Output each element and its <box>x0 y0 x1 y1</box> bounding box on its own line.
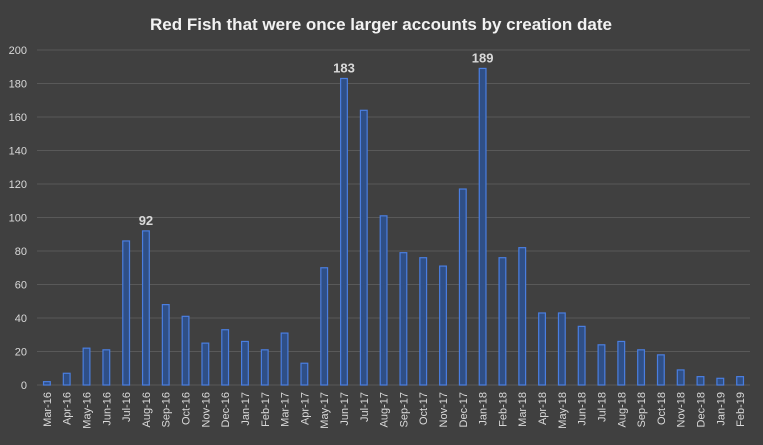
bar-Nov-18 <box>676 369 685 386</box>
chart-title: Red Fish that were once larger accounts … <box>150 15 612 34</box>
bar-Mar-16 <box>42 381 51 386</box>
x-tick-label: May-18 <box>557 392 569 429</box>
x-tick-label: Oct-18 <box>656 392 668 425</box>
bar-Oct-18 <box>656 354 665 386</box>
bar-May-16 <box>82 347 91 386</box>
x-tick-label: Feb-18 <box>497 392 509 427</box>
x-tick-label: Apr-16 <box>62 392 74 425</box>
bar-Mar-18 <box>518 247 527 386</box>
x-tick-label: Jun-16 <box>101 392 113 426</box>
bar-Feb-17 <box>260 349 269 386</box>
bars <box>42 67 745 386</box>
y-tick-label: 80 <box>15 246 27 258</box>
bar-May-18 <box>557 312 566 386</box>
data-label-Jun-17: 183 <box>333 60 355 75</box>
x-tick-label: Feb-19 <box>735 392 747 427</box>
x-axis-ticks: Mar-16 Apr-16 May-16 Jun-16 Jul-16 Aug-16 Sep-… <box>42 392 747 429</box>
bar-Aug-17 <box>379 215 388 386</box>
x-tick-label: Jul-18 <box>596 392 608 422</box>
x-tick-label: Aug-16 <box>141 392 153 427</box>
data-annotations: 92 183 189 <box>139 50 494 227</box>
x-tick-label: Jul-17 <box>359 392 371 422</box>
x-tick-label: Jan-17 <box>240 392 252 426</box>
bar-Apr-18 <box>538 312 547 386</box>
bar-Jul-18 <box>597 344 606 386</box>
bar-Apr-16 <box>62 372 71 386</box>
data-label-Aug-16: 92 <box>139 213 153 228</box>
x-tick-label: Jul-16 <box>121 392 133 422</box>
x-tick-label: Jun-18 <box>577 392 589 426</box>
bar-Jan-19 <box>716 377 725 386</box>
bar-Apr-17 <box>300 362 309 386</box>
x-tick-label: Sep-16 <box>161 392 173 427</box>
y-tick-label: 60 <box>15 280 27 292</box>
bar-Sep-16 <box>161 304 170 386</box>
y-tick-label: 120 <box>9 179 27 191</box>
x-tick-label: May-16 <box>82 392 94 429</box>
bar-May-17 <box>320 267 329 386</box>
x-tick-label: Aug-18 <box>616 392 628 427</box>
bar-Dec-16 <box>221 329 230 386</box>
bar-Jun-17 <box>340 77 348 386</box>
x-tick-label: Oct-17 <box>418 392 430 425</box>
bar-Feb-18 <box>498 257 507 386</box>
y-tick-label: 180 <box>9 79 27 91</box>
gridlines <box>37 49 750 386</box>
bar-Mar-17 <box>280 332 289 386</box>
bar-Nov-16 <box>201 342 210 386</box>
bar-Aug-18 <box>617 340 626 386</box>
x-tick-label: Dec-16 <box>220 392 232 427</box>
x-tick-label: Mar-16 <box>42 392 54 427</box>
bar-Jan-17 <box>240 340 249 386</box>
bar-Feb-19 <box>736 376 745 386</box>
x-tick-label: Nov-16 <box>200 392 212 427</box>
x-tick-label: Oct-16 <box>181 392 193 425</box>
y-tick-label: 20 <box>15 347 27 359</box>
bar-Oct-17 <box>419 257 428 386</box>
bar-Jul-17 <box>359 109 368 386</box>
y-tick-label: 0 <box>21 380 27 392</box>
y-tick-label: 160 <box>9 112 27 124</box>
x-tick-label: May-17 <box>319 392 331 429</box>
x-tick-label: Jun-17 <box>339 392 351 426</box>
x-tick-label: Dec-17 <box>458 392 470 427</box>
y-tick-label: 200 <box>9 45 27 57</box>
x-tick-label: Sep-18 <box>636 392 648 427</box>
x-tick-label: Mar-17 <box>280 392 292 427</box>
bar-Dec-18 <box>696 376 705 386</box>
x-tick-label: Aug-17 <box>379 392 391 427</box>
y-tick-label: 100 <box>9 213 27 225</box>
bar-Jan-18 <box>478 67 487 386</box>
x-tick-label: Jan-18 <box>478 392 490 426</box>
bar-Jun-18 <box>577 325 586 386</box>
x-tick-label: Dec-18 <box>695 392 707 427</box>
bar-Aug-16 <box>141 230 150 386</box>
x-tick-label: Nov-17 <box>438 392 450 427</box>
x-tick-label: Nov-18 <box>676 392 688 427</box>
y-axis-ticks: 0 20 40 60 80 100 120 140 160 180 200 <box>9 45 27 392</box>
y-tick-label: 40 <box>15 313 27 325</box>
y-tick-label: 140 <box>9 146 27 158</box>
bar-Jul-16 <box>122 240 131 386</box>
bar-Sep-18 <box>637 349 646 386</box>
bar-Oct-16 <box>181 315 190 386</box>
x-tick-label: Feb-17 <box>260 392 272 427</box>
bar-Dec-17 <box>458 188 467 386</box>
x-tick-label: Sep-17 <box>398 392 410 427</box>
x-tick-label: Jan-19 <box>715 392 727 426</box>
bar-Jun-16 <box>102 349 111 386</box>
bar-Nov-17 <box>439 265 447 386</box>
bar-Sep-17 <box>399 252 408 386</box>
x-tick-label: Mar-18 <box>517 392 529 427</box>
x-tick-label: Apr-17 <box>299 392 311 425</box>
data-label-Jan-18: 189 <box>472 50 494 65</box>
x-tick-label: Apr-18 <box>537 392 549 425</box>
